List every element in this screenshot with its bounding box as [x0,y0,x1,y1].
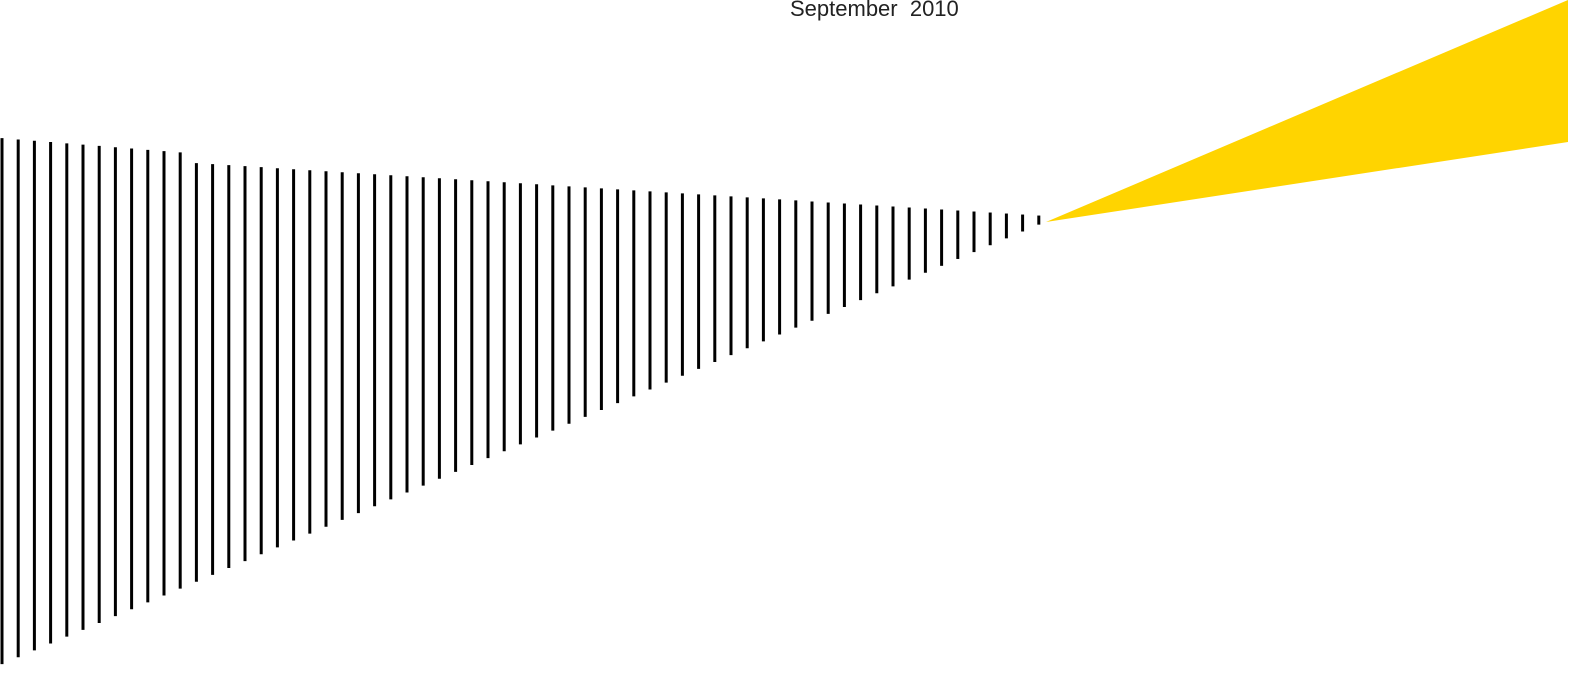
date: September 2010 [790,0,959,21]
yellow-beam [1046,0,1568,222]
